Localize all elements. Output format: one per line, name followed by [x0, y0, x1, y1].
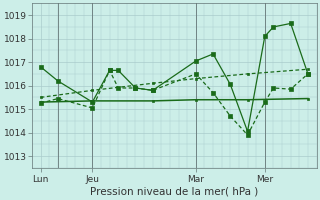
X-axis label: Pression niveau de la mer( hPa ): Pression niveau de la mer( hPa ): [90, 187, 259, 197]
